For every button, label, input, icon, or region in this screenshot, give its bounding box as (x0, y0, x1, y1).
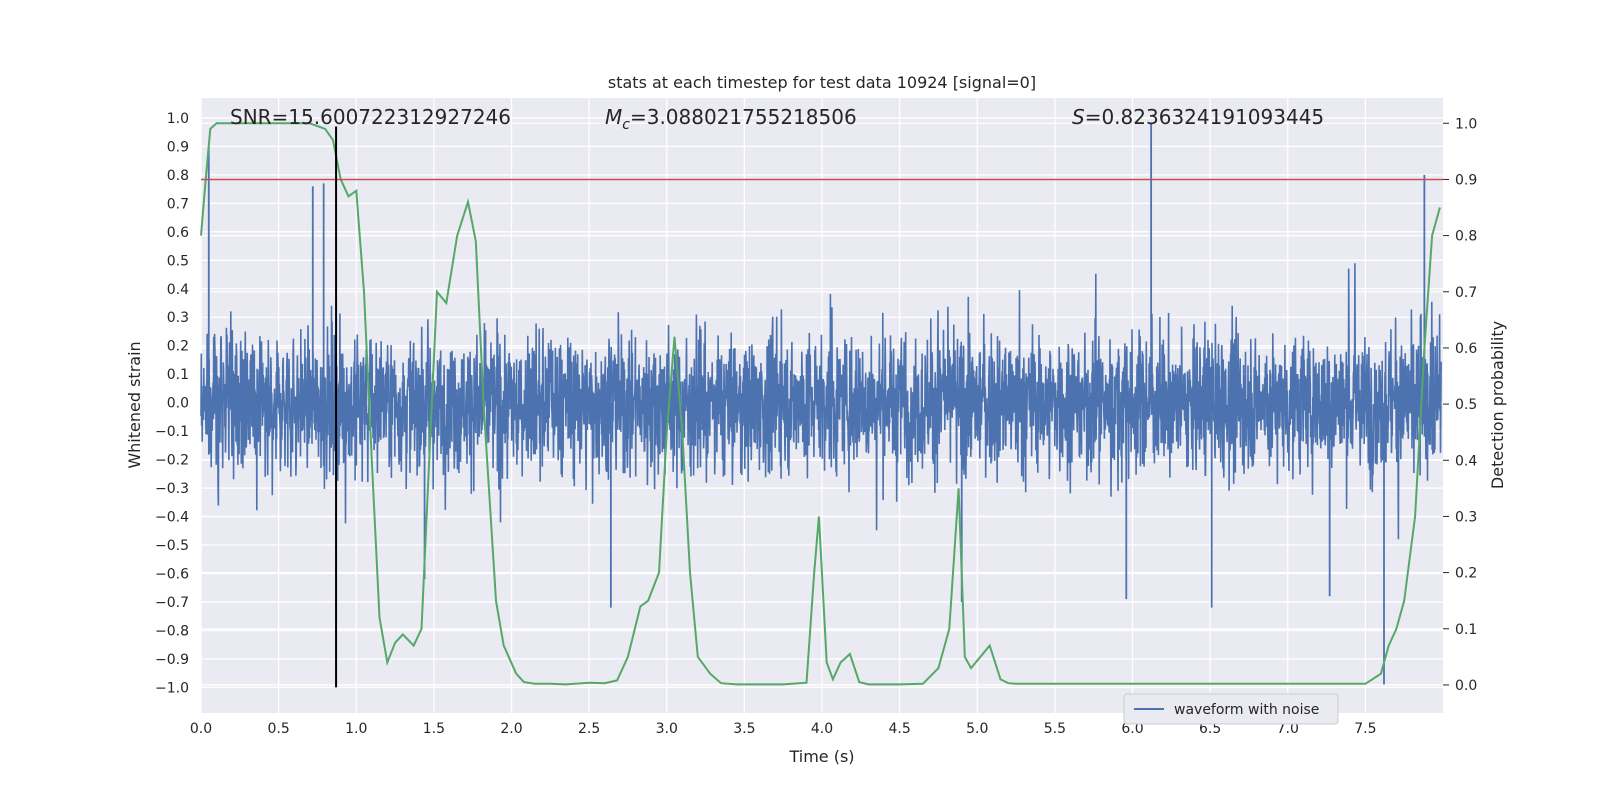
y-left-tick-label: 0.2 (167, 339, 189, 355)
mc-value: =3.088021755218506 (630, 105, 857, 129)
y-right-tick-label: 1.0 (1455, 116, 1477, 132)
x-tick-label: 5.5 (1044, 721, 1066, 737)
y-left-tick-label: −0.8 (155, 623, 189, 639)
s-symbol: S (1072, 105, 1085, 129)
x-tick-label: 5.0 (966, 721, 988, 737)
y-left-tick-label: −0.1 (155, 424, 189, 440)
probability-line (200, 122, 1441, 686)
mc-symbol: M (605, 105, 622, 129)
y-left-tick-label: 0.9 (167, 139, 189, 155)
y-right-tick-label: 0.2 (1455, 566, 1477, 582)
y-right-tick-label: 0.4 (1455, 453, 1477, 469)
y-left-tick-label: 0.3 (167, 310, 189, 326)
y-left-tick-label: −0.3 (155, 481, 189, 497)
y-left-tick-label: 0.1 (167, 367, 189, 383)
y-left-tick-label: 0.6 (167, 225, 189, 241)
x-tick-label: 6.5 (1199, 721, 1221, 737)
legend: waveform with noise (1123, 693, 1339, 725)
y-right-tick-label: 0.9 (1455, 172, 1477, 188)
y-left-tick-label: −1.0 (155, 680, 189, 696)
y-axis-left-label: Whitened strain (125, 341, 144, 468)
y-left-tick-label: 0.8 (167, 168, 189, 184)
reference-lines (201, 126, 1443, 688)
x-tick-label: 3.5 (733, 721, 755, 737)
y-left-tick-label: −0.7 (155, 595, 189, 611)
y-axis-right-label: Detection probability (1488, 321, 1507, 489)
y-left-tick-label: −0.4 (155, 510, 189, 526)
chart-title: stats at each timestep for test data 109… (608, 73, 1036, 92)
y-right-tick-label: 0.5 (1455, 397, 1477, 413)
x-tick-label: 0.5 (267, 721, 289, 737)
x-axis-label: Time (s) (788, 747, 854, 766)
y-right-tick-label: 0.3 (1455, 509, 1477, 525)
x-tick-label: 7.5 (1354, 721, 1376, 737)
y-right-tick-label: 0.0 (1455, 678, 1477, 694)
y-right-tick-label: 0.7 (1455, 285, 1477, 301)
s-annotation: S=0.8236324191093445 (1072, 105, 1324, 129)
y-left-tick-label: 0.5 (167, 253, 189, 269)
y-left-tick-label: −0.9 (155, 652, 189, 668)
y-right-tick-label: 0.6 (1455, 341, 1477, 357)
x-tick-label: 1.5 (423, 721, 445, 737)
y-right-tick-label: 0.8 (1455, 229, 1477, 245)
x-tick-label: 2.5 (578, 721, 600, 737)
y-left-tick-label: 1.0 (167, 111, 189, 127)
x-tick-label: 4.0 (811, 721, 833, 737)
x-tick-label: 7.0 (1277, 721, 1299, 737)
axis-ticks: 0.0 0.5 1.0 1.5 2.0 2.5 3.0 3.5 4.0 4.5 5.0 5.5 6.0 6… (155, 111, 1477, 737)
y-left-tick-label: −0.6 (155, 566, 189, 582)
legend-box (1123, 693, 1339, 725)
x-tick-label: 4.5 (888, 721, 910, 737)
x-tick-label: 1.0 (345, 721, 367, 737)
y-left-tick-label: 0.4 (167, 282, 189, 298)
waveform-line (200, 263, 1442, 540)
x-tick-label: 3.0 (656, 721, 678, 737)
chirp-mass-annotation: Mc=3.088021755218506 (605, 105, 857, 133)
snr-annotation: SNR=15.600722312927246 (230, 105, 511, 129)
y-left-tick-label: 0.0 (167, 396, 189, 412)
x-tick-label: 0.0 (190, 721, 212, 737)
y-left-tick-label: −0.2 (155, 453, 189, 469)
y-left-tick-label: −0.5 (155, 538, 189, 554)
x-tick-label: 2.0 (500, 721, 522, 737)
s-value: =0.8236324191093445 (1085, 105, 1324, 129)
x-tick-label: 6.0 (1121, 721, 1143, 737)
mc-subscript: c (622, 117, 630, 133)
y-right-tick-label: 0.1 (1455, 622, 1477, 638)
probability-series (200, 122, 1441, 686)
legend-entry: waveform with noise (1174, 702, 1319, 718)
y-left-tick-label: 0.7 (167, 196, 189, 212)
